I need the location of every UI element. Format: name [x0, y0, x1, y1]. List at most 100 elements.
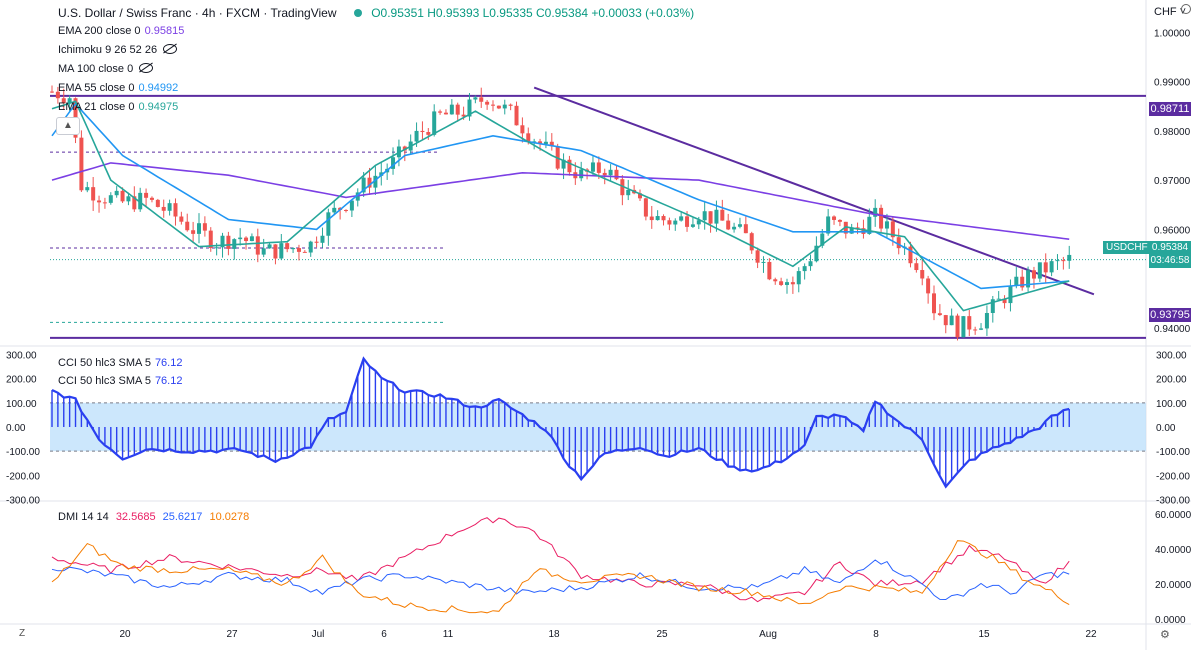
time-tick-label: 11 — [443, 629, 454, 640]
candle-body — [320, 235, 325, 243]
candle-body — [849, 227, 854, 234]
candle-body — [191, 230, 196, 234]
legend-cci-1[interactable]: CCI 50 hlc3 SMA 5 76.12 — [58, 357, 182, 369]
legend-ema55-label: EMA 55 close 0 — [58, 82, 135, 94]
ohlc-readout: O0.95351 H0.95393 L0.95335 C0.95384 +0.0… — [371, 6, 695, 20]
candle-body — [1008, 285, 1013, 304]
candle-body — [996, 298, 1001, 300]
candle-body — [967, 316, 972, 330]
candle-body — [367, 177, 372, 188]
candle-body — [491, 104, 495, 106]
candle-body — [50, 91, 54, 93]
legend-dmi[interactable]: DMI 14 14 32.5685 25.6217 10.0278 — [58, 511, 249, 523]
candle-body — [244, 237, 249, 242]
candle-body — [743, 224, 748, 234]
candle-body — [790, 282, 795, 285]
gear-icon[interactable]: ⚙ — [1160, 629, 1170, 641]
cci-axis-label: -300.00 — [1156, 495, 1190, 506]
time-tick-label: 22 — [1085, 629, 1097, 640]
candle-body — [873, 207, 878, 217]
candle-body — [696, 220, 701, 225]
candle-body — [438, 111, 443, 113]
legend-cci-value: 76.12 — [154, 357, 183, 369]
candle-body — [255, 236, 260, 255]
collapse-legend-button[interactable]: ▲ — [56, 117, 80, 135]
legend-ema55[interactable]: EMA 55 close 0 0.94992 — [58, 82, 178, 94]
cci-left-axis-label: -100.00 — [6, 447, 40, 458]
candle-body — [514, 105, 519, 126]
candle-body — [973, 329, 978, 331]
candle-body — [726, 220, 731, 230]
symbol-title[interactable]: U.S. Dollar / Swiss Franc · 4h · FXCM · … — [58, 6, 337, 20]
time-tick-label: 18 — [548, 629, 560, 640]
cci-axis-label: -200.00 — [1156, 471, 1190, 482]
hidden-eye-icon[interactable] — [139, 63, 154, 73]
candle-body — [649, 216, 654, 221]
last-price-value: 0.95384 — [1151, 242, 1189, 253]
last-price-tag: 0.95384 03:46:58 — [1149, 241, 1191, 268]
cci-left-axis-label: 200.00 — [6, 375, 37, 386]
legend-ema200[interactable]: EMA 200 close 0 0.95815 — [58, 25, 184, 37]
candle-body — [308, 241, 313, 253]
timezone-button[interactable]: Z — [19, 628, 26, 639]
candle-body — [126, 196, 131, 202]
candle-body — [249, 236, 254, 242]
cci-line — [51, 356, 1070, 489]
candle-body — [202, 223, 207, 231]
legend-ichimoku-label: Ichimoku 9 26 52 26 — [58, 44, 158, 56]
candle-body — [890, 221, 895, 238]
candle-body — [155, 199, 160, 207]
candle-body — [1026, 270, 1031, 288]
cci-left-axis-label: 0.00 — [6, 423, 26, 434]
candle-body — [526, 133, 531, 142]
candle-body — [261, 248, 266, 255]
dmi-line — [51, 559, 1070, 601]
candle-body — [220, 235, 225, 248]
price-tick-label: 0.99000 — [1154, 78, 1191, 89]
cci-left-axis-label: -300.00 — [6, 495, 40, 506]
candle-body — [896, 237, 901, 249]
dmi-axis-label: 60.0000 — [1155, 510, 1191, 521]
candle-body — [179, 216, 184, 222]
lower-level-tag: 0.93795 — [1149, 308, 1191, 322]
candle-body — [820, 233, 825, 246]
candle-body — [614, 169, 619, 180]
candle-body — [867, 216, 872, 234]
trendline — [533, 86, 1095, 296]
candle-body — [55, 91, 60, 99]
candle-body — [208, 230, 213, 248]
legend-cci-label: CCI 50 hlc3 SMA 5 — [58, 375, 151, 387]
hidden-eye-icon[interactable] — [163, 44, 178, 54]
candle-body — [608, 169, 613, 176]
candle-body — [920, 270, 925, 279]
legend-ichimoku[interactable]: Ichimoku 9 26 52 26 — [58, 44, 178, 56]
price-tick-label: 0.97000 — [1154, 176, 1191, 187]
cci-left-axis-label: 300.00 — [6, 351, 37, 362]
candle-body — [285, 243, 290, 250]
candle-body — [702, 211, 707, 221]
cci-axis-label: 0.00 — [1156, 423, 1176, 434]
candle-body — [520, 125, 525, 134]
price-tick-label: 0.94000 — [1154, 324, 1191, 335]
cci-axis-label: -100.00 — [1156, 447, 1190, 458]
bar-countdown: 03:46:58 — [1150, 255, 1190, 266]
candle-body — [67, 98, 72, 104]
dmi-axis-label: 0.0000 — [1155, 615, 1186, 626]
legend-ema55-value: 0.94992 — [138, 82, 179, 94]
candle-body — [197, 223, 201, 234]
candle-body — [85, 187, 90, 191]
time-tick-label: 27 — [226, 629, 238, 640]
legend-cci-2[interactable]: CCI 50 hlc3 SMA 5 76.12 — [58, 375, 182, 387]
candle-body — [914, 263, 919, 271]
chart-settings-icon[interactable] — [1181, 4, 1191, 14]
cci-axis-label: 100.00 — [1156, 399, 1187, 410]
legend-ma[interactable]: MA 100 close 0 — [58, 63, 154, 75]
dmi-line — [51, 517, 1070, 603]
candle-body — [238, 237, 243, 240]
price-tick-label: 1.00000 — [1154, 28, 1191, 39]
legend-ema21[interactable]: EMA 21 close 0 0.94975 — [58, 101, 178, 113]
candle-body — [1037, 262, 1042, 279]
candle-body — [467, 99, 472, 117]
